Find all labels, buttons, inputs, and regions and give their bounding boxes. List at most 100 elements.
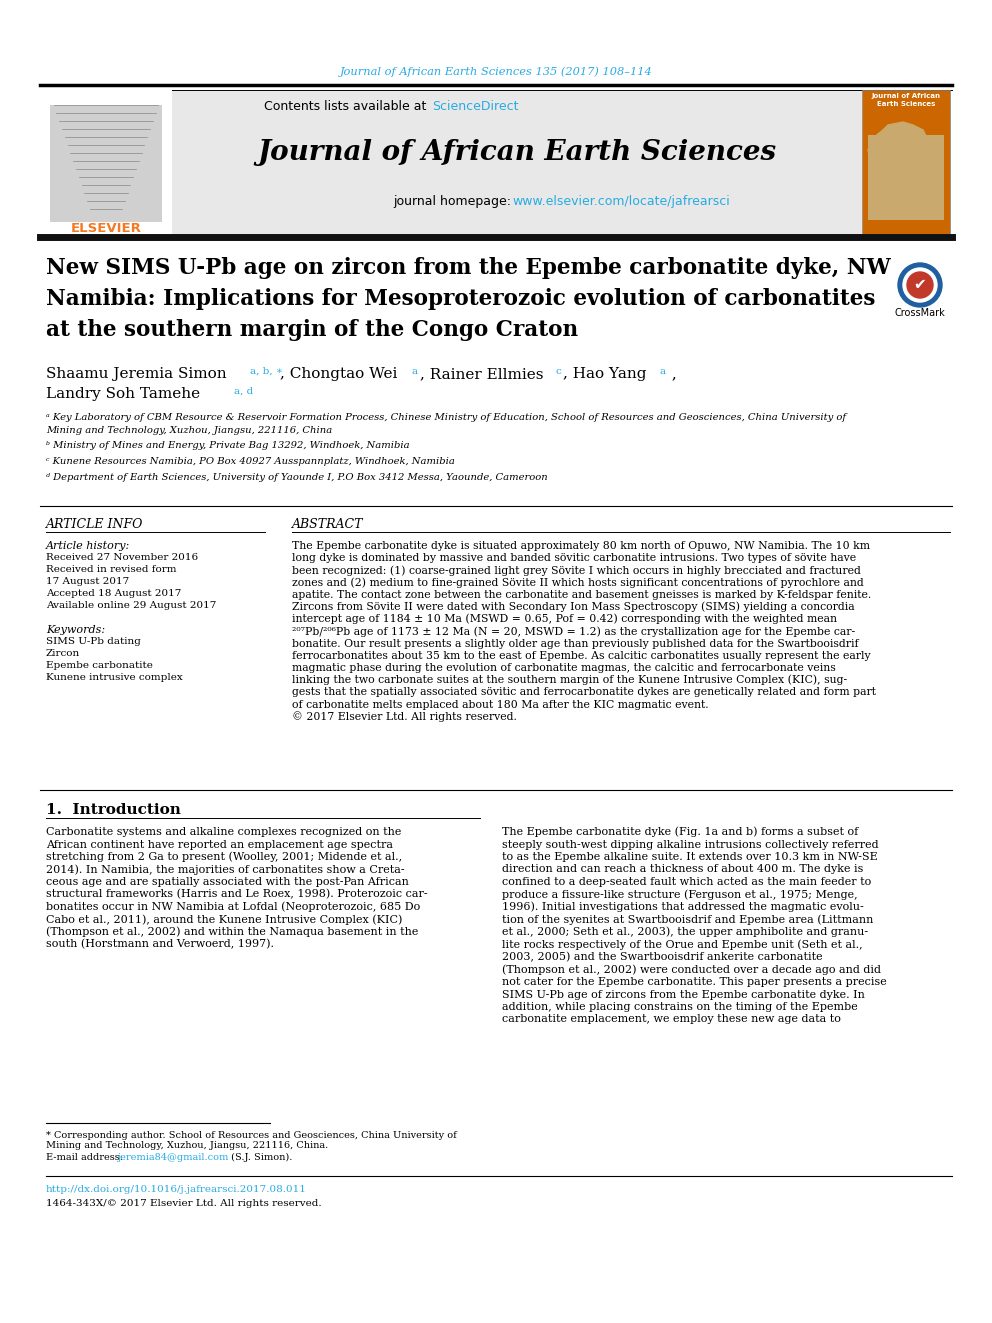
Text: 1996). Initial investigations that addressed the magmatic evolu-: 1996). Initial investigations that addre… <box>502 902 864 913</box>
Circle shape <box>898 263 942 307</box>
Text: Received in revised form: Received in revised form <box>46 565 177 574</box>
Text: Journal of African Earth Sciences 135 (2017) 108–114: Journal of African Earth Sciences 135 (2… <box>339 66 653 77</box>
Text: (Thompson et al., 2002) were conducted over a decade ago and did: (Thompson et al., 2002) were conducted o… <box>502 964 881 975</box>
Text: SIMS U-Pb dating: SIMS U-Pb dating <box>46 638 141 647</box>
Bar <box>868 135 944 220</box>
Text: tion of the syenites at Swartbooisdrif and Epembe area (Littmann: tion of the syenites at Swartbooisdrif a… <box>502 914 873 925</box>
Text: www.elsevier.com/locate/jafrearsci: www.elsevier.com/locate/jafrearsci <box>512 196 730 209</box>
Text: structural frameworks (Harris and Le Roex, 1998). Proterozoic car-: structural frameworks (Harris and Le Roe… <box>46 889 428 900</box>
Text: been recognized: (1) coarse-grained light grey Sövite I which occurs in highly b: been recognized: (1) coarse-grained ligh… <box>292 565 861 576</box>
Text: Zircons from Sövite II were dated with Secondary Ion Mass Spectroscopy (SIMS) yi: Zircons from Sövite II were dated with S… <box>292 602 855 613</box>
Text: ferrocarbonatites about 35 km to the east of Epembe. As calcitic carbonatites us: ferrocarbonatites about 35 km to the eas… <box>292 651 871 660</box>
Polygon shape <box>868 122 928 188</box>
Text: Kunene intrusive complex: Kunene intrusive complex <box>46 673 183 683</box>
Text: zones and (2) medium to fine-grained Sövite II which hosts significant concentra: zones and (2) medium to fine-grained Söv… <box>292 577 864 587</box>
Text: jeremia84@gmail.com: jeremia84@gmail.com <box>118 1152 229 1162</box>
Text: * Corresponding author. School of Resources and Geosciences, China University of: * Corresponding author. School of Resour… <box>46 1130 456 1139</box>
Text: , Rainer Ellmies: , Rainer Ellmies <box>420 366 549 381</box>
Text: Landry Soh Tamehe: Landry Soh Tamehe <box>46 388 205 401</box>
Text: ARTICLE INFO: ARTICLE INFO <box>46 517 144 531</box>
Text: ²⁰⁷Pb/²⁰⁶Pb age of 1173 ± 12 Ma (N = 20, MSWD = 1.2) as the crystallization age : ²⁰⁷Pb/²⁰⁶Pb age of 1173 ± 12 Ma (N = 20,… <box>292 626 855 636</box>
Text: carbonatite emplacement, we employ these new age data to: carbonatite emplacement, we employ these… <box>502 1015 841 1024</box>
Text: Available online 29 August 2017: Available online 29 August 2017 <box>46 602 216 610</box>
Text: SIMS U-Pb age of zircons from the Epembe carbonatite dyke. In: SIMS U-Pb age of zircons from the Epembe… <box>502 990 865 999</box>
Text: 2014). In Namibia, the majorities of carbonatites show a Creta-: 2014). In Namibia, the majorities of car… <box>46 864 405 875</box>
Text: http://dx.doi.org/10.1016/j.jafrearsci.2017.08.011: http://dx.doi.org/10.1016/j.jafrearsci.2… <box>46 1185 307 1195</box>
Text: Article history:: Article history: <box>46 541 130 550</box>
Text: journal homepage:: journal homepage: <box>393 196 515 209</box>
Text: of carbonatite melts emplaced about 180 Ma after the KIC magmatic event.: of carbonatite melts emplaced about 180 … <box>292 700 708 709</box>
Text: Journal of African
Earth Sciences: Journal of African Earth Sciences <box>872 93 940 107</box>
Text: to as the Epembe alkaline suite. It extends over 10.3 km in NW-SE: to as the Epembe alkaline suite. It exte… <box>502 852 878 863</box>
Text: direction and can reach a thickness of about 400 m. The dyke is: direction and can reach a thickness of a… <box>502 864 863 875</box>
Text: Namibia: Implications for Mesoproterozoic evolution of carbonatites: Namibia: Implications for Mesoproterozoi… <box>46 288 875 310</box>
Bar <box>40 90 172 237</box>
Text: The Epembe carbonatite dyke (Fig. 1a and b) forms a subset of: The Epembe carbonatite dyke (Fig. 1a and… <box>502 827 858 837</box>
Text: , Chongtao Wei: , Chongtao Wei <box>280 366 402 381</box>
Text: ABSTRACT: ABSTRACT <box>292 517 363 531</box>
Text: ,: , <box>667 366 677 381</box>
Text: Epembe carbonatite: Epembe carbonatite <box>46 662 153 671</box>
Text: New SIMS U-Pb age on zircon from the Epembe carbonatite dyke, NW: New SIMS U-Pb age on zircon from the Epe… <box>46 257 891 279</box>
Text: a: a <box>411 366 417 376</box>
Text: African continent have reported an emplacement age spectra: African continent have reported an empla… <box>46 840 393 849</box>
Text: ScienceDirect: ScienceDirect <box>432 99 519 112</box>
Text: ᵃ Key Laboratory of CBM Resource & Reservoir Formation Process, Chinese Ministry: ᵃ Key Laboratory of CBM Resource & Reser… <box>46 414 846 422</box>
Text: a, b, ∗: a, b, ∗ <box>250 366 283 376</box>
Text: (S.J. Simon).: (S.J. Simon). <box>228 1152 293 1162</box>
Text: bonatites occur in NW Namibia at Lofdal (Neoproterozoic, 685 Do: bonatites occur in NW Namibia at Lofdal … <box>46 902 421 913</box>
Circle shape <box>907 273 933 298</box>
Text: at the southern margin of the Congo Craton: at the southern margin of the Congo Crat… <box>46 319 578 341</box>
Text: ᵈ Department of Earth Sciences, University of Yaounde I, P.O Box 3412 Messa, Yao: ᵈ Department of Earth Sciences, Universi… <box>46 472 548 482</box>
Text: stretching from 2 Ga to present (Woolley, 2001; Midende et al.,: stretching from 2 Ga to present (Woolley… <box>46 852 402 863</box>
Text: Received 27 November 2016: Received 27 November 2016 <box>46 553 198 562</box>
Text: a: a <box>659 366 665 376</box>
Bar <box>172 90 862 237</box>
Text: ✔: ✔ <box>914 278 927 292</box>
Text: ELSEVIER: ELSEVIER <box>70 222 142 235</box>
Text: linking the two carbonate suites at the southern margin of the Kunene Intrusive : linking the two carbonate suites at the … <box>292 675 847 685</box>
Text: Mining and Technology, Xuzhou, Jiangsu, 221116, China.: Mining and Technology, Xuzhou, Jiangsu, … <box>46 1142 328 1151</box>
Text: Mining and Technology, Xuzhou, Jiangsu, 221116, China: Mining and Technology, Xuzhou, Jiangsu, … <box>46 426 332 435</box>
Text: Accepted 18 August 2017: Accepted 18 August 2017 <box>46 590 182 598</box>
Text: 17 August 2017: 17 August 2017 <box>46 578 129 586</box>
Text: 2003, 2005) and the Swartbooisdrif ankerite carbonatite: 2003, 2005) and the Swartbooisdrif anker… <box>502 951 822 962</box>
Bar <box>862 90 950 237</box>
Text: Keywords:: Keywords: <box>46 624 105 635</box>
Text: The Epembe carbonatite dyke is situated approximately 80 km north of Opuwo, NW N: The Epembe carbonatite dyke is situated … <box>292 541 870 550</box>
Text: et al., 2000; Seth et al., 2003), the upper amphibolite and granu-: et al., 2000; Seth et al., 2003), the up… <box>502 926 868 937</box>
Text: ᶜ Kunene Resources Namibia, PO Box 40927 Ausspannplatz, Windhoek, Namibia: ᶜ Kunene Resources Namibia, PO Box 40927… <box>46 456 455 466</box>
Text: magmatic phase during the evolution of carbonatite magmas, the calcitic and ferr: magmatic phase during the evolution of c… <box>292 663 835 673</box>
Bar <box>50 105 162 222</box>
Text: bonatite. Our result presents a slightly older age than previously published dat: bonatite. Our result presents a slightly… <box>292 639 859 648</box>
Text: © 2017 Elsevier Ltd. All rights reserved.: © 2017 Elsevier Ltd. All rights reserved… <box>292 712 517 722</box>
Text: , Hao Yang: , Hao Yang <box>563 366 652 381</box>
Text: confined to a deep-seated fault which acted as the main feeder to: confined to a deep-seated fault which ac… <box>502 877 871 886</box>
Text: E-mail address:: E-mail address: <box>46 1152 126 1162</box>
Text: 1.  Introduction: 1. Introduction <box>46 803 181 818</box>
Text: Zircon: Zircon <box>46 650 80 659</box>
Text: ceous age and are spatially associated with the post-Pan African: ceous age and are spatially associated w… <box>46 877 409 886</box>
Text: (Thompson et al., 2002) and within the Namaqua basement in the: (Thompson et al., 2002) and within the N… <box>46 926 419 937</box>
Text: long dyke is dominated by massive and banded sövitic carbonatite intrusions. Two: long dyke is dominated by massive and ba… <box>292 553 856 564</box>
Text: addition, while placing constrains on the timing of the Epembe: addition, while placing constrains on th… <box>502 1002 858 1012</box>
Text: south (Horstmann and Verwoerd, 1997).: south (Horstmann and Verwoerd, 1997). <box>46 939 274 950</box>
Text: lite rocks respectively of the Orue and Epembe unit (Seth et al.,: lite rocks respectively of the Orue and … <box>502 939 863 950</box>
Text: Journal of African Earth Sciences: Journal of African Earth Sciences <box>258 139 777 167</box>
Text: intercept age of 1184 ± 10 Ma (MSWD = 0.65, Pof = 0.42) corresponding with the w: intercept age of 1184 ± 10 Ma (MSWD = 0.… <box>292 614 837 624</box>
Text: 1464-343X/© 2017 Elsevier Ltd. All rights reserved.: 1464-343X/© 2017 Elsevier Ltd. All right… <box>46 1199 321 1208</box>
Text: Shaamu Jeremia Simon: Shaamu Jeremia Simon <box>46 366 231 381</box>
Text: produce a fissure-like structure (Ferguson et al., 1975; Menge,: produce a fissure-like structure (Fergus… <box>502 889 858 900</box>
Text: apatite. The contact zone between the carbonatite and basement gneisses is marke: apatite. The contact zone between the ca… <box>292 590 871 599</box>
Text: Cabo et al., 2011), around the Kunene Intrusive Complex (KIC): Cabo et al., 2011), around the Kunene In… <box>46 914 403 925</box>
Text: not cater for the Epembe carbonatite. This paper presents a precise: not cater for the Epembe carbonatite. Th… <box>502 976 887 987</box>
Text: steeply south-west dipping alkaline intrusions collectively referred: steeply south-west dipping alkaline intr… <box>502 840 879 849</box>
Circle shape <box>903 269 937 302</box>
Text: Carbonatite systems and alkaline complexes recognized on the: Carbonatite systems and alkaline complex… <box>46 827 402 837</box>
Text: a, d: a, d <box>234 388 253 396</box>
Text: gests that the spatially associated sövitic and ferrocarbonatite dykes are genet: gests that the spatially associated sövi… <box>292 688 876 697</box>
Text: Contents lists available at: Contents lists available at <box>264 99 430 112</box>
Text: ᵇ Ministry of Mines and Energy, Private Bag 13292, Windhoek, Namibia: ᵇ Ministry of Mines and Energy, Private … <box>46 442 410 451</box>
Text: CrossMark: CrossMark <box>895 308 945 318</box>
Text: c: c <box>555 366 560 376</box>
